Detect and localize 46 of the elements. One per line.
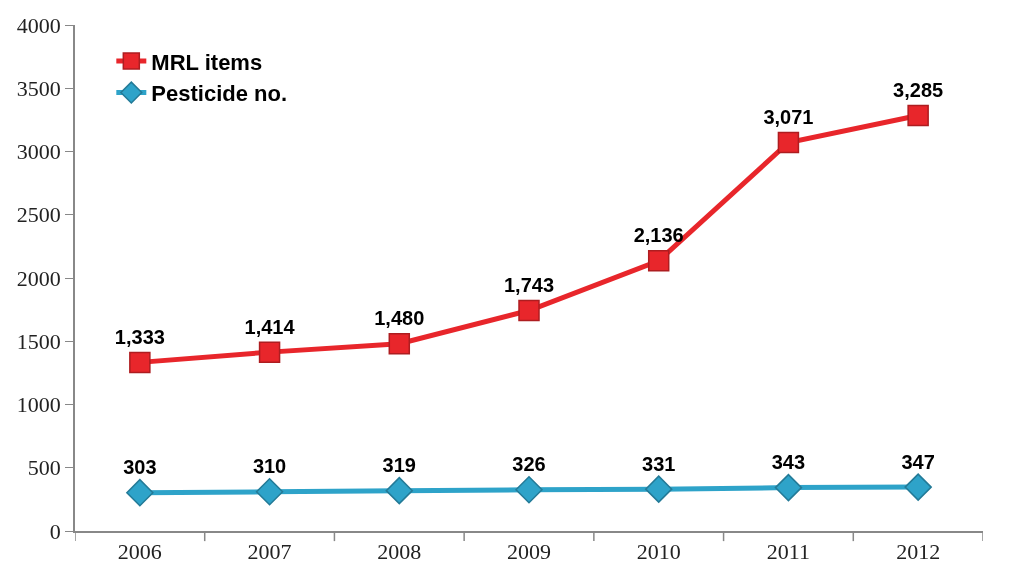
x-tick-label: 2009 xyxy=(507,539,551,565)
legend-label: Pesticide no. xyxy=(151,81,288,107)
y-tick-label: 3000 xyxy=(16,139,61,165)
point xyxy=(777,131,800,154)
x-tick-label: 2008 xyxy=(377,539,422,565)
data-label: 3,285 xyxy=(893,78,944,101)
point xyxy=(126,478,154,507)
y-tick-label: 500 xyxy=(27,455,61,481)
point xyxy=(907,104,929,127)
x-tick-label: 2007 xyxy=(247,539,292,565)
y-tick-label: 3500 xyxy=(16,75,61,101)
data-label: 310 xyxy=(252,455,287,478)
point xyxy=(647,250,670,272)
data-label: 1,743 xyxy=(503,274,555,297)
x-tick-label: 2006 xyxy=(117,539,162,565)
x-tick-label: 2010 xyxy=(636,539,681,565)
point xyxy=(258,341,281,363)
x-tick-label: 2011 xyxy=(766,539,811,565)
data-label: 343 xyxy=(771,451,806,474)
point xyxy=(774,473,803,502)
data-label: 2,136 xyxy=(633,224,684,247)
point xyxy=(385,476,414,505)
data-label: 326 xyxy=(512,453,546,476)
data-label: 319 xyxy=(382,454,416,477)
y-tick-label: 2500 xyxy=(16,202,61,228)
point xyxy=(518,299,540,322)
x-tick-label: 2012 xyxy=(896,539,941,565)
point xyxy=(515,476,543,504)
data-label: 1,480 xyxy=(374,307,425,330)
point xyxy=(255,478,284,506)
point xyxy=(904,473,932,501)
point xyxy=(129,351,151,374)
data-label: 1,414 xyxy=(244,315,296,338)
data-label: 3,071 xyxy=(763,106,814,129)
data-label: 347 xyxy=(901,450,935,473)
data-label: 303 xyxy=(123,456,157,479)
point xyxy=(388,333,411,355)
data-label: 1,333 xyxy=(114,325,165,348)
legend-label: MRL items xyxy=(151,49,263,75)
y-tick-label: 1000 xyxy=(16,392,61,418)
data-label: 331 xyxy=(642,452,676,475)
y-tick-label: 0 xyxy=(49,518,61,544)
point xyxy=(644,475,673,503)
y-tick-label: 1500 xyxy=(16,328,61,354)
y-tick-label: 4000 xyxy=(16,12,61,38)
y-tick-label: 2000 xyxy=(16,265,61,291)
